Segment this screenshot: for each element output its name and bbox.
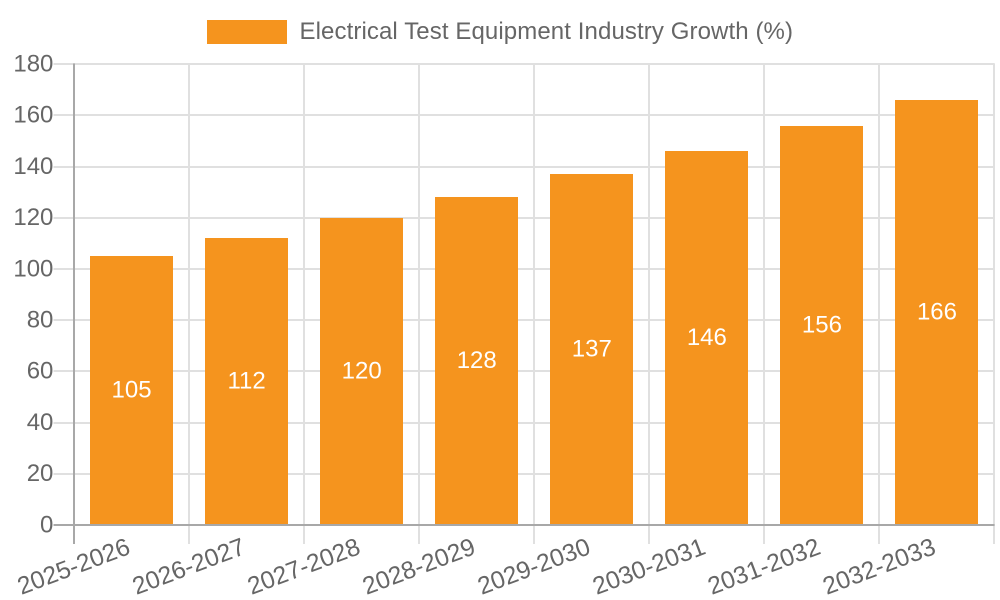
svg-text:180: 180 — [13, 51, 53, 78]
svg-text:160: 160 — [13, 102, 53, 129]
svg-text:120: 120 — [342, 357, 382, 384]
svg-text:100: 100 — [13, 255, 53, 282]
svg-text:166: 166 — [917, 299, 957, 326]
svg-text:60: 60 — [27, 358, 54, 385]
svg-text:105: 105 — [112, 377, 152, 404]
svg-text:Electrical Test Equipment Indu: Electrical Test Equipment Industry Growt… — [300, 18, 794, 45]
svg-text:120: 120 — [13, 204, 53, 231]
svg-text:140: 140 — [13, 153, 53, 180]
svg-text:146: 146 — [687, 324, 727, 351]
svg-text:0: 0 — [40, 511, 53, 538]
svg-text:128: 128 — [457, 347, 497, 374]
svg-text:80: 80 — [27, 306, 54, 333]
svg-text:137: 137 — [572, 336, 612, 363]
svg-text:156: 156 — [802, 311, 842, 338]
svg-text:112: 112 — [227, 368, 265, 395]
svg-text:20: 20 — [27, 460, 54, 487]
svg-text:40: 40 — [27, 409, 54, 436]
